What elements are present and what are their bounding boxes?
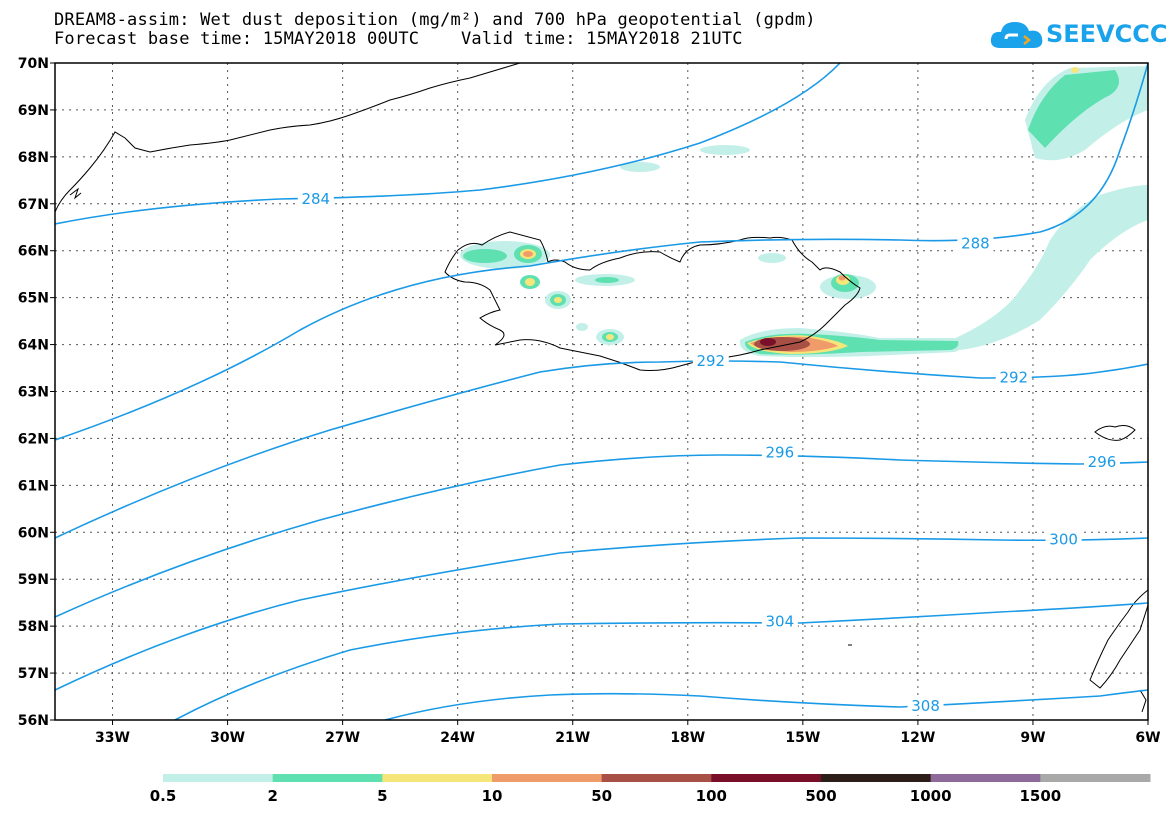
legend-swatch xyxy=(821,774,932,782)
legend-label: 1500 xyxy=(1019,787,1061,805)
contour-label: 308 xyxy=(911,697,940,715)
longitude-labels: 33W 30W 27W 24W 21W 18W 15W 12W 9W 6W xyxy=(95,720,1161,746)
legend-label: 500 xyxy=(805,787,836,805)
lon-tick-label: 18W xyxy=(670,730,705,746)
lat-tick-label: 67N xyxy=(18,197,49,213)
lon-tick-label: 30W xyxy=(210,730,245,746)
legend-label: 50 xyxy=(591,787,612,805)
logo-text: SEEVCCC xyxy=(1046,20,1168,48)
dust-deposition-shading xyxy=(460,66,1148,357)
lat-tick-label: 56N xyxy=(18,713,49,729)
legend-swatch xyxy=(1040,774,1151,782)
lat-tick-label: 70N xyxy=(18,56,49,72)
lon-tick-label: 27W xyxy=(325,730,360,746)
lat-tick-label: 69N xyxy=(18,103,49,119)
latitude-labels: 70N 69N 68N 67N 66N 65N 64N 63N 62N 61N 60N 59N 58N 5… xyxy=(18,56,55,729)
lat-tick-label: 66N xyxy=(18,244,49,260)
lon-tick-label: 12W xyxy=(900,730,935,746)
lat-tick-label: 61N xyxy=(18,478,49,494)
lat-tick-label: 63N xyxy=(18,385,49,401)
legend-label: 10 xyxy=(482,787,503,805)
lat-tick-label: 65N xyxy=(18,291,49,307)
legend: 0.5 2 5 10 50 100 500 1000 1500 xyxy=(150,774,1151,805)
contour-label: 284 xyxy=(301,190,330,208)
coastlines xyxy=(55,63,1148,713)
contour-label: 296 xyxy=(1088,453,1117,471)
chart-title: DREAM8-assim: Wet dust deposition (mg/m²… xyxy=(54,10,816,30)
contour-label: 292 xyxy=(696,352,725,370)
legend-swatch xyxy=(601,774,712,782)
lat-tick-label: 64N xyxy=(18,338,49,354)
cloud-logo-icon xyxy=(990,22,1043,48)
legend-label: 0.5 xyxy=(150,787,177,805)
lat-tick-label: 62N xyxy=(18,431,49,447)
legend-swatch xyxy=(930,774,1041,782)
legend-label: 100 xyxy=(696,787,727,805)
contour-label: 288 xyxy=(961,235,990,253)
legend-label: 5 xyxy=(377,787,387,805)
geopotential-contours xyxy=(55,63,1148,720)
legend-label: 1000 xyxy=(910,787,952,805)
contour-label: 304 xyxy=(766,612,795,630)
contour-labels: 284 288 292 292 296 296 300 304 308 xyxy=(297,190,1120,715)
forecast-times: Forecast base time: 15MAY2018 00UTC Vali… xyxy=(54,29,743,49)
lat-tick-label: 68N xyxy=(18,150,49,166)
contour-label: 292 xyxy=(999,368,1028,386)
legend-swatch xyxy=(711,774,822,782)
lat-tick-label: 57N xyxy=(18,666,49,682)
contour-label: 300 xyxy=(1049,530,1078,548)
lat-tick-label: 58N xyxy=(18,619,49,635)
lat-tick-label: 59N xyxy=(18,572,49,588)
lon-tick-label: 6W xyxy=(1135,730,1160,746)
legend-label: 2 xyxy=(267,787,277,805)
lat-tick-label: 60N xyxy=(18,525,49,541)
lon-tick-label: 15W xyxy=(785,730,820,746)
map-grid xyxy=(55,63,1148,720)
lon-tick-label: 9W xyxy=(1020,730,1045,746)
legend-swatch xyxy=(382,774,493,782)
legend-swatch xyxy=(272,774,383,782)
lon-tick-label: 24W xyxy=(440,730,475,746)
lon-tick-label: 33W xyxy=(95,730,130,746)
contour-label: 296 xyxy=(766,444,795,462)
lon-tick-label: 21W xyxy=(555,730,590,746)
legend-swatch xyxy=(163,774,274,782)
legend-swatch xyxy=(492,774,603,782)
